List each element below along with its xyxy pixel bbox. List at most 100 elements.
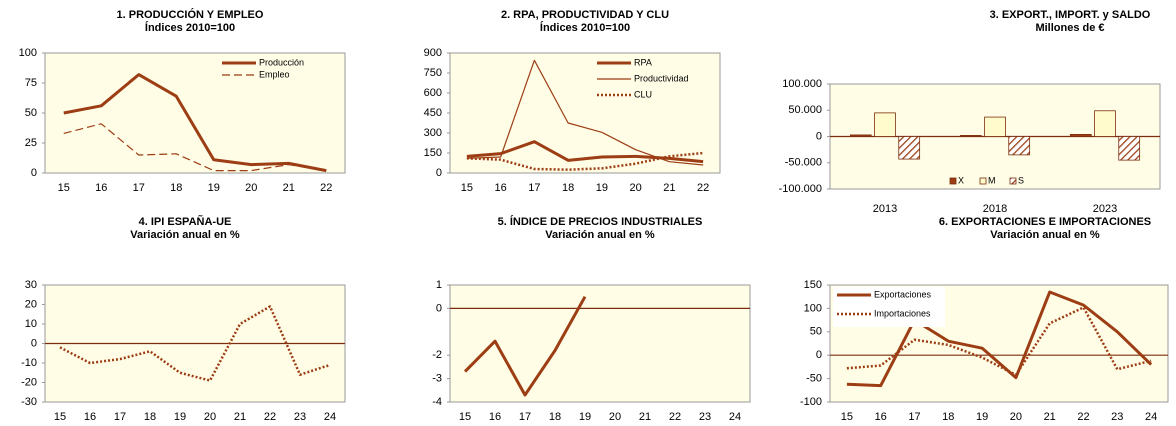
line-series (466, 140, 704, 164)
x-tick-label: 16 (875, 411, 887, 423)
x-tick-label: 2018 (983, 203, 1007, 215)
line-series (63, 73, 327, 173)
legend-label: CLU (634, 89, 652, 99)
legend-label: RPA (634, 57, 652, 67)
x-tick-label: 19 (976, 411, 988, 423)
y-tick-label: 100 (19, 47, 37, 59)
y-tick-label: 450 (424, 107, 442, 119)
x-tick-label: 24 (1145, 411, 1157, 423)
y-tick-label: -2 (432, 349, 442, 361)
x-tick-label: 16 (84, 411, 96, 423)
y-tick-label: 100.000 (782, 78, 822, 90)
x-tick-label: 19 (579, 411, 591, 423)
x-tick-label: 20 (245, 182, 257, 194)
x-tick-label: 22 (669, 411, 681, 423)
y-tick-label: -50 (806, 373, 822, 385)
y-tick-label: 1 (436, 279, 442, 291)
y-tick-label: -50.000 (785, 157, 822, 169)
line-series (846, 306, 1152, 377)
x-tick-label: 16 (489, 411, 501, 423)
line-series (463, 295, 587, 397)
legend-swatch (949, 177, 957, 185)
legend-label: Importaciones (874, 308, 931, 318)
x-tick-label: 18 (549, 411, 561, 423)
chart-subtitle: Índices 2010=100 (540, 21, 630, 34)
bar (898, 136, 921, 160)
x-tick-label: 20 (204, 411, 216, 423)
legend-label: S (1018, 175, 1024, 185)
x-tick-label: 17 (528, 182, 540, 194)
y-tick-label: 0 (31, 337, 37, 349)
x-tick-label: 18 (170, 182, 182, 194)
x-tick-label: 20 (1010, 411, 1022, 423)
y-tick-label: 10 (25, 318, 37, 330)
line-series (846, 290, 1153, 388)
legend-label: M (988, 175, 996, 185)
bar (874, 112, 896, 137)
bar (849, 134, 872, 137)
x-tick-label: 19 (596, 182, 608, 194)
y-tick-label: 0 (816, 130, 822, 142)
x-tick-label: 18 (942, 411, 954, 423)
chart-subtitle: Índices 2010=100 (145, 21, 235, 34)
y-tick-label: 900 (424, 47, 442, 59)
chart-title: 5. ÍNDICE DE PRECIOS INDUSTRIALES (498, 215, 703, 228)
y-tick-label: -30 (21, 396, 37, 408)
plot-area (449, 284, 751, 403)
x-tick-label: 23 (294, 411, 306, 423)
x-tick-label: 15 (461, 182, 473, 194)
y-tick-label: 600 (424, 87, 442, 99)
y-tick-label: 0 (436, 302, 442, 314)
x-tick-label: 24 (729, 411, 741, 423)
y-tick-label: 150 (804, 279, 822, 291)
x-tick-label: 21 (283, 182, 295, 194)
x-tick-label: 22 (320, 182, 332, 194)
bar (1094, 110, 1116, 137)
chart-subtitle: Variación anual en % (990, 229, 1100, 241)
chart-title: 2. RPA, PRODUCTIVIDAD Y CLU (501, 9, 669, 21)
y-tick-label: 0 (31, 167, 37, 179)
chart-title: 3. EXPORT., IMPORT. y SALDO (990, 9, 1151, 21)
x-tick-label: 15 (459, 411, 471, 423)
x-tick-label: 16 (495, 182, 507, 194)
chart-title: 6. EXPORTACIONES E IMPORTACIONES (939, 216, 1151, 228)
x-tick-label: 22 (1077, 411, 1089, 423)
y-tick-label: 20 (25, 298, 37, 310)
legend-swatch (979, 177, 987, 185)
chart-subtitle: Variación anual en % (545, 229, 655, 241)
y-tick-label: 750 (424, 67, 442, 79)
y-tick-label: -100 (800, 396, 822, 408)
y-tick-label: 50 (810, 326, 822, 338)
x-tick-label: 21 (663, 182, 675, 194)
bar (1069, 133, 1092, 137)
x-tick-label: 2013 (873, 203, 897, 215)
x-tick-label: 20 (609, 411, 621, 423)
x-tick-label: 19 (208, 182, 220, 194)
bar (984, 116, 1006, 137)
chart-title: 1. PRODUCCIÓN Y EMPLEO (117, 8, 264, 21)
x-tick-label: 24 (324, 411, 336, 423)
x-tick-label: 17 (114, 411, 126, 423)
x-tick-label: 18 (562, 182, 574, 194)
chart-title: 4. IPI ESPAÑA-UE (139, 215, 232, 228)
bar (959, 135, 982, 137)
x-tick-label: 22 (264, 411, 276, 423)
x-tick-label: 21 (1044, 411, 1056, 423)
x-tick-label: 20 (630, 182, 642, 194)
bar (1008, 136, 1031, 156)
y-tick-label: -100.000 (779, 183, 822, 195)
line-series (63, 123, 327, 172)
x-tick-label: 19 (174, 411, 186, 423)
y-tick-label: -4 (432, 396, 442, 408)
y-tick-label: 0 (436, 167, 442, 179)
y-tick-label: 25 (25, 137, 37, 149)
y-tick-label: 150 (424, 147, 442, 159)
x-tick-label: 21 (234, 411, 246, 423)
legend-label: X (958, 175, 964, 185)
x-tick-label: 15 (841, 411, 853, 423)
y-tick-label: 300 (424, 127, 442, 139)
x-tick-label: 16 (95, 182, 107, 194)
